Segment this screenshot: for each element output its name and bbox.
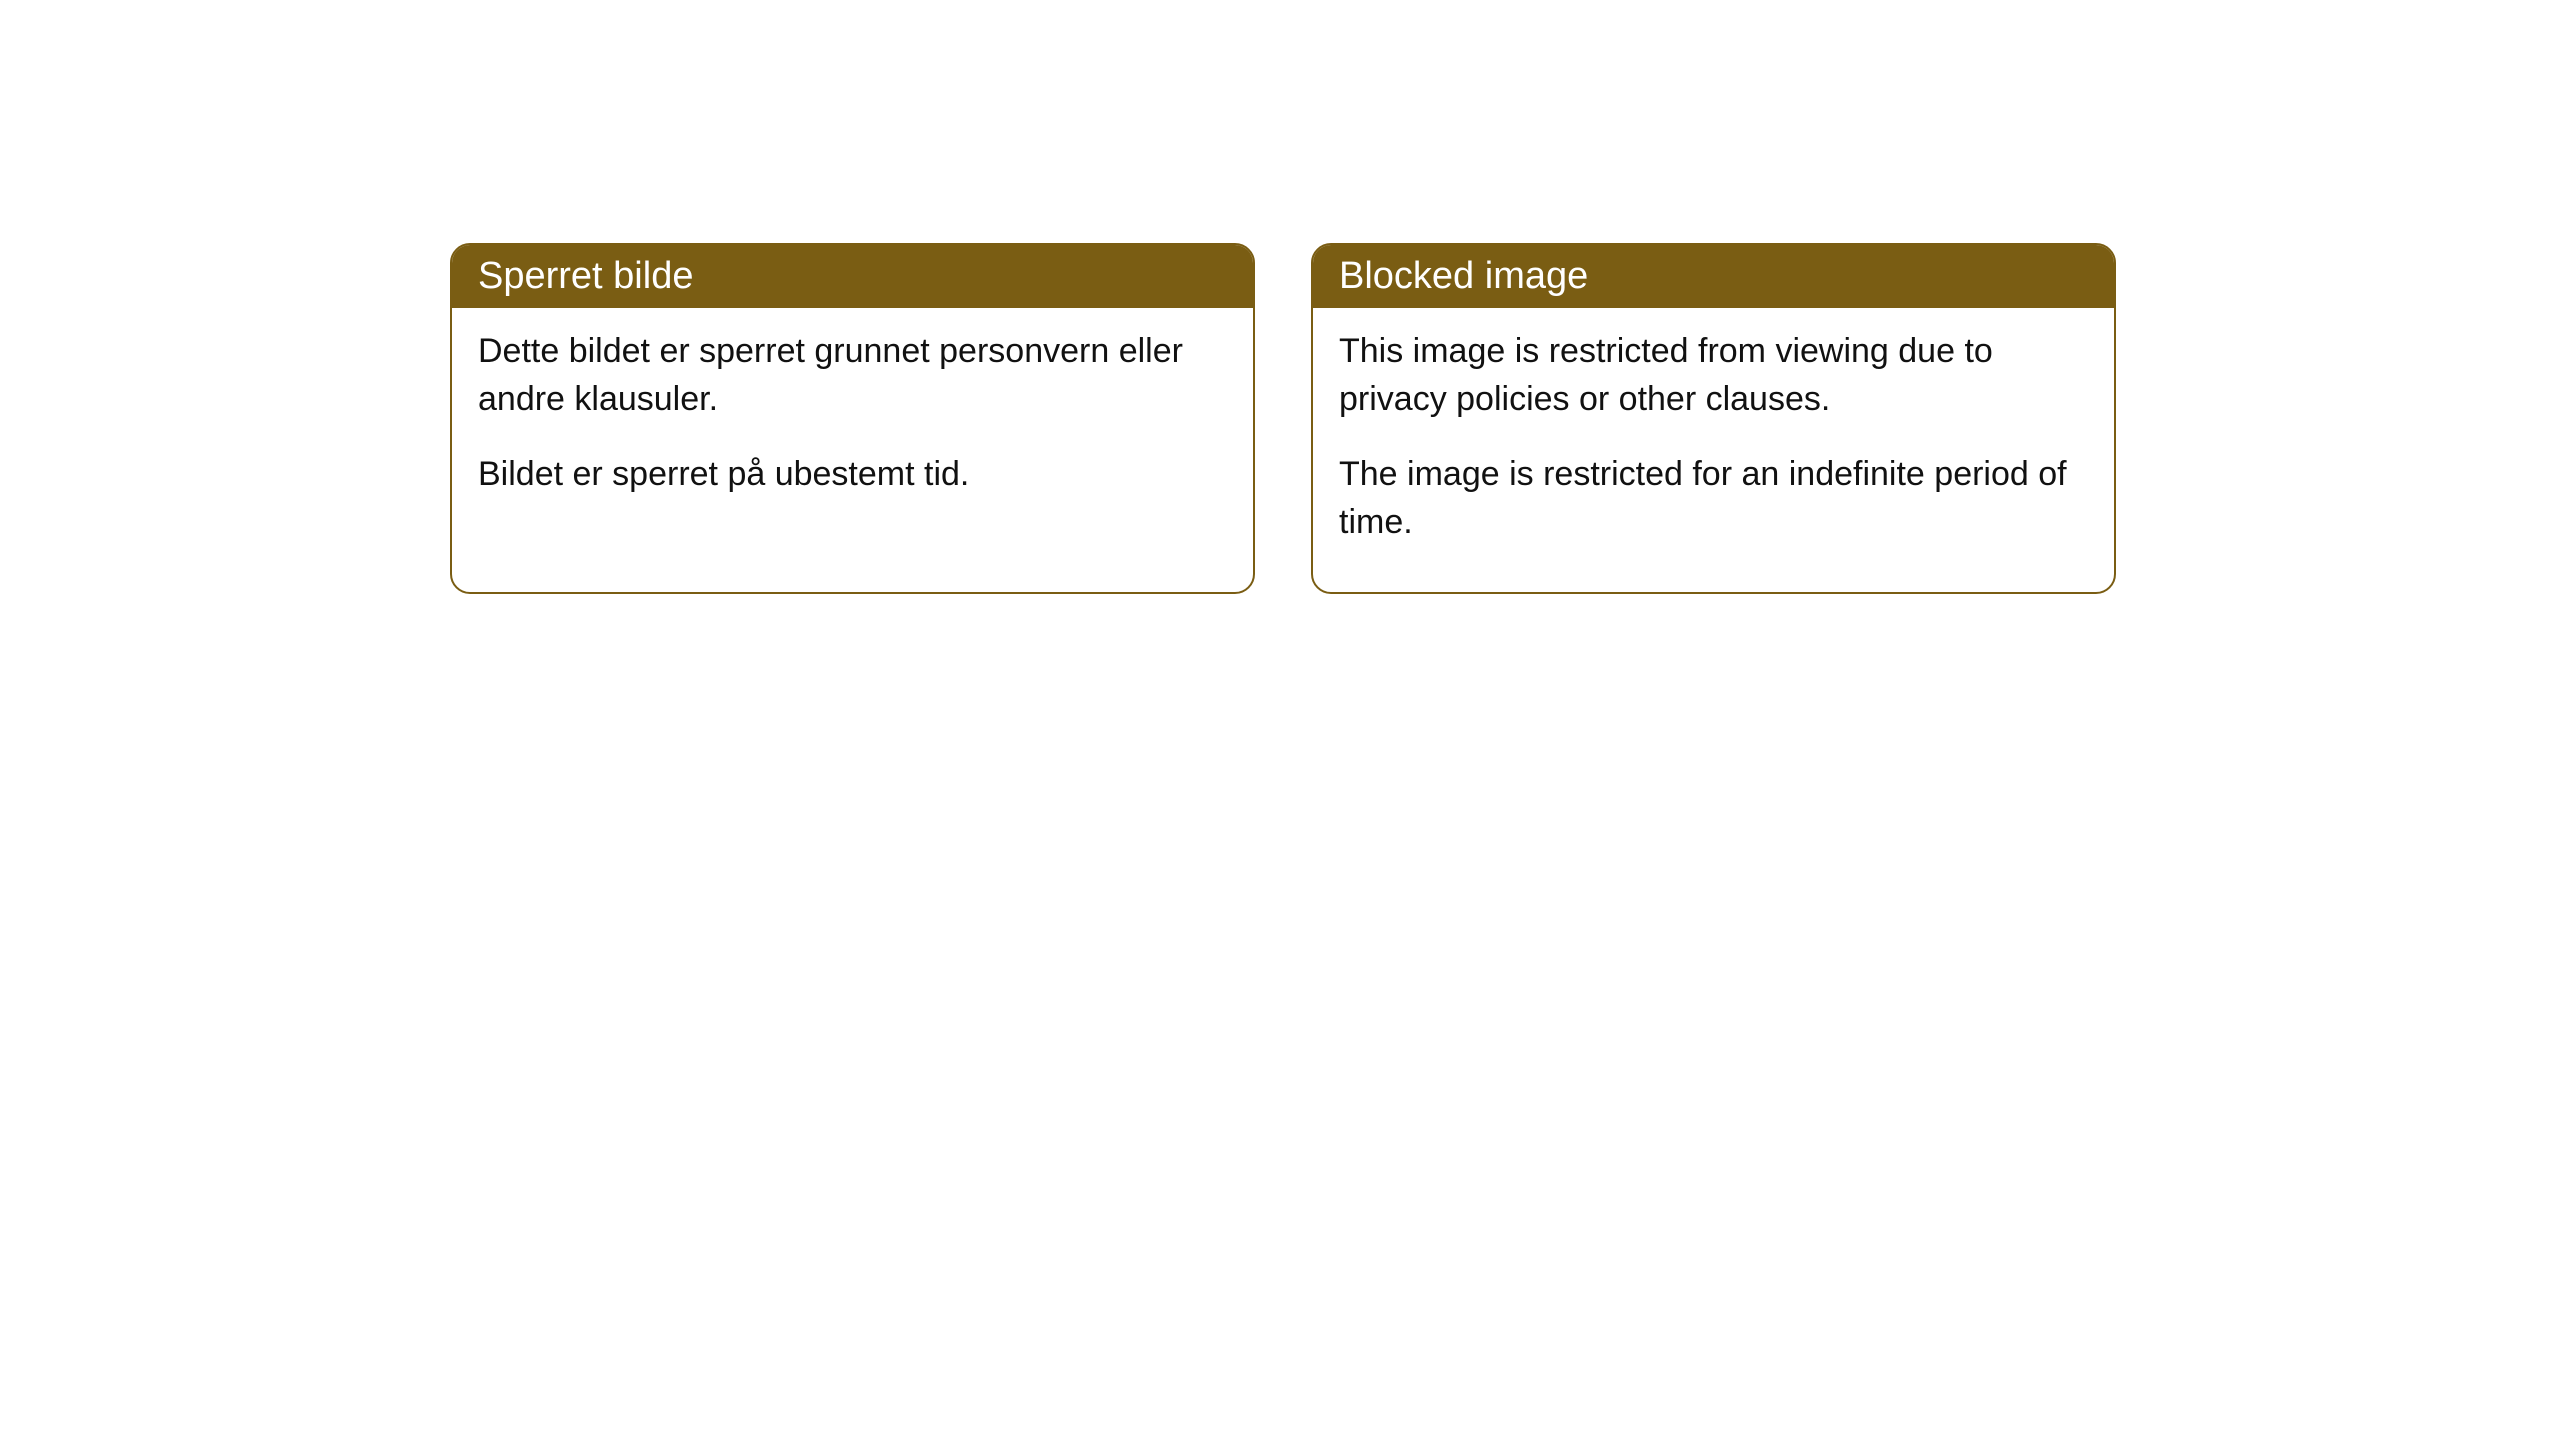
card-paragraph: Bildet er sperret på ubestemt tid. xyxy=(478,451,1227,499)
card-header-english: Blocked image xyxy=(1313,245,2114,308)
notice-cards-container: Sperret bilde Dette bildet er sperret gr… xyxy=(450,243,2116,594)
card-body-english: This image is restricted from viewing du… xyxy=(1313,308,2114,592)
card-header-norwegian: Sperret bilde xyxy=(452,245,1253,308)
card-paragraph: Dette bildet er sperret grunnet personve… xyxy=(478,328,1227,423)
blocked-image-card-english: Blocked image This image is restricted f… xyxy=(1311,243,2116,594)
blocked-image-card-norwegian: Sperret bilde Dette bildet er sperret gr… xyxy=(450,243,1255,594)
card-paragraph: The image is restricted for an indefinit… xyxy=(1339,451,2088,546)
card-paragraph: This image is restricted from viewing du… xyxy=(1339,328,2088,423)
card-body-norwegian: Dette bildet er sperret grunnet personve… xyxy=(452,308,1253,545)
